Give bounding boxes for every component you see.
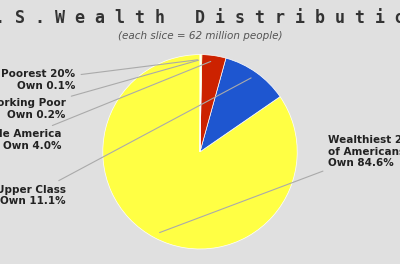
- Text: Poorest 20%
Own 0.1%: Poorest 20% Own 0.1%: [2, 60, 198, 91]
- Wedge shape: [200, 55, 226, 152]
- Text: (each slice = 62 million people): (each slice = 62 million people): [118, 31, 282, 41]
- Text: Middle America
Own 4.0%: Middle America Own 4.0%: [0, 62, 211, 151]
- Text: Working Poor
Own 0.2%: Working Poor Own 0.2%: [0, 60, 198, 120]
- Text: Wealthiest 20%
of Americans
Own 84.6%: Wealthiest 20% of Americans Own 84.6%: [160, 135, 400, 233]
- Wedge shape: [103, 55, 297, 249]
- Text: U . S . W e a l t h   D i s t r i b u t i o n: U . S . W e a l t h D i s t r i b u t i …: [0, 10, 400, 27]
- Wedge shape: [200, 55, 201, 152]
- Text: Upper Class
Own 11.1%: Upper Class Own 11.1%: [0, 78, 251, 206]
- Wedge shape: [200, 58, 280, 152]
- Wedge shape: [200, 55, 202, 152]
